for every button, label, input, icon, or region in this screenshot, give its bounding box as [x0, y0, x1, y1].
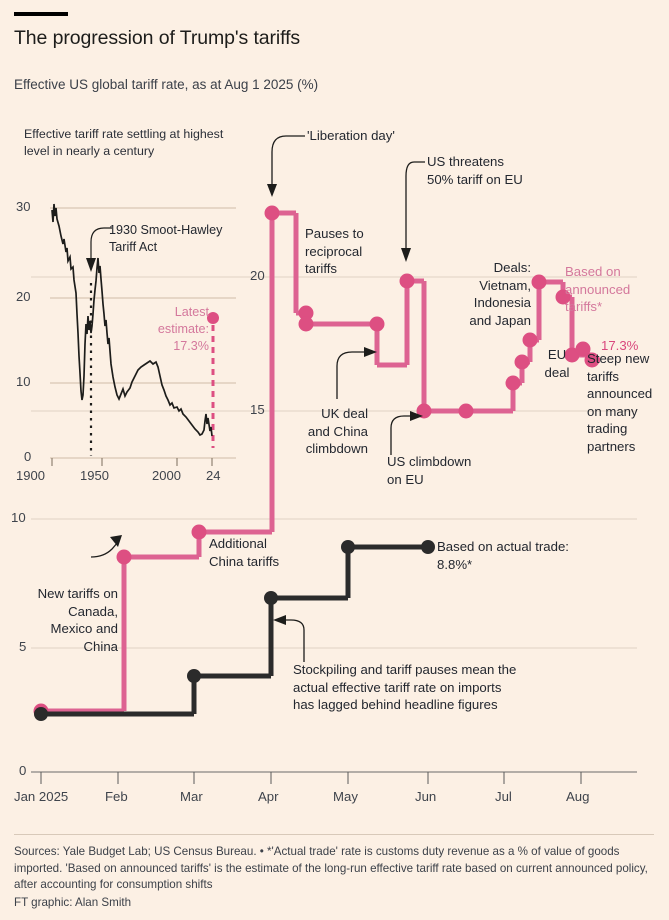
xtick-may: May	[333, 789, 358, 804]
footer-sources: Sources: Yale Budget Lab; US Census Bure…	[14, 845, 648, 891]
inset-ytick-10: 10	[16, 374, 31, 389]
xtick-aug: Aug	[566, 789, 590, 804]
inset-ytick-30: 30	[16, 199, 31, 214]
series-announced-markers	[33, 205, 600, 719]
xtick-mar: Mar	[180, 789, 203, 804]
annotation-deals: Deals: Vietnam, Indonesia and Japan	[469, 260, 531, 328]
top-rule	[14, 12, 68, 16]
page-subtitle: Effective US global tariff rate, as at A…	[14, 77, 319, 92]
inset-xtick-24: 24	[206, 468, 221, 483]
xtick-jan: Jan 2025	[14, 789, 69, 804]
annotation-steep-new-tariffs: Steep new tariffs announced on many trad…	[587, 351, 653, 454]
ytick-15: 15	[250, 402, 265, 417]
inset-ytick-0: 0	[24, 449, 32, 464]
inset-history-path	[51, 203, 213, 437]
annotation-us-climbdown-eu: US climbdown on EU	[387, 454, 472, 487]
annotation-pauses-reciprocal: Pauses to reciprocal tariffs	[305, 226, 364, 276]
inset-annotation-smoot-hawley: 1930 Smoot-Hawley Tariff Act	[109, 223, 223, 254]
inset-annotation-latest-estimate: Latest estimate: 17.3%	[157, 305, 209, 353]
xtick-apr: Apr	[258, 789, 279, 804]
ytick-5: 5	[19, 639, 27, 654]
inset-xtick-1950: 1950	[80, 468, 109, 483]
inset-xtick-2000: 2000	[152, 468, 181, 483]
annotation-based-on-announced: Based on announced tariffs*	[565, 264, 631, 314]
ytick-20: 20	[250, 268, 265, 283]
footer-divider: Sources: Yale Budget Lab; US Census Bure…	[14, 834, 654, 911]
annotation-new-tariffs-cmc: New tariffs on Canada, Mexico and China	[37, 586, 118, 654]
inset-xtick-1900: 1900	[16, 468, 45, 483]
inset-ytick-20: 20	[16, 289, 31, 304]
annotation-leaders	[90, 135, 425, 662]
series-actual-trade-markers	[34, 540, 435, 721]
ytick-0: 0	[19, 763, 27, 778]
xtick-jul: Jul	[495, 789, 512, 804]
annotation-us-threatens: US threatens 50% tariff on EU	[427, 154, 523, 187]
ytick-10: 10	[11, 510, 26, 525]
page-title: The progression of Trump's tariffs	[14, 27, 301, 49]
footer-credit: FT graphic: Alan Smith	[14, 895, 132, 909]
annotation-based-on-actual-trade: Based on actual trade: 8.8%*	[437, 539, 569, 572]
x-axis	[31, 771, 637, 784]
series-actual-trade	[41, 544, 428, 717]
annotation-additional-china-tariffs: Additional China tariffs	[209, 536, 280, 569]
xtick-jun: Jun	[415, 789, 437, 804]
inset-chart	[50, 203, 236, 466]
annotation-eu-deal: EU deal	[544, 347, 570, 380]
annotation-liberation-day: 'Liberation day'	[307, 128, 395, 143]
annotation-stockpiling: Stockpiling and tariff pauses mean the a…	[293, 662, 517, 712]
xtick-feb: Feb	[105, 789, 128, 804]
annotation-value-173: 17.3%	[601, 338, 639, 353]
annotation-uk-deal-china-climbdown: UK deal and China climbdown	[305, 406, 368, 456]
